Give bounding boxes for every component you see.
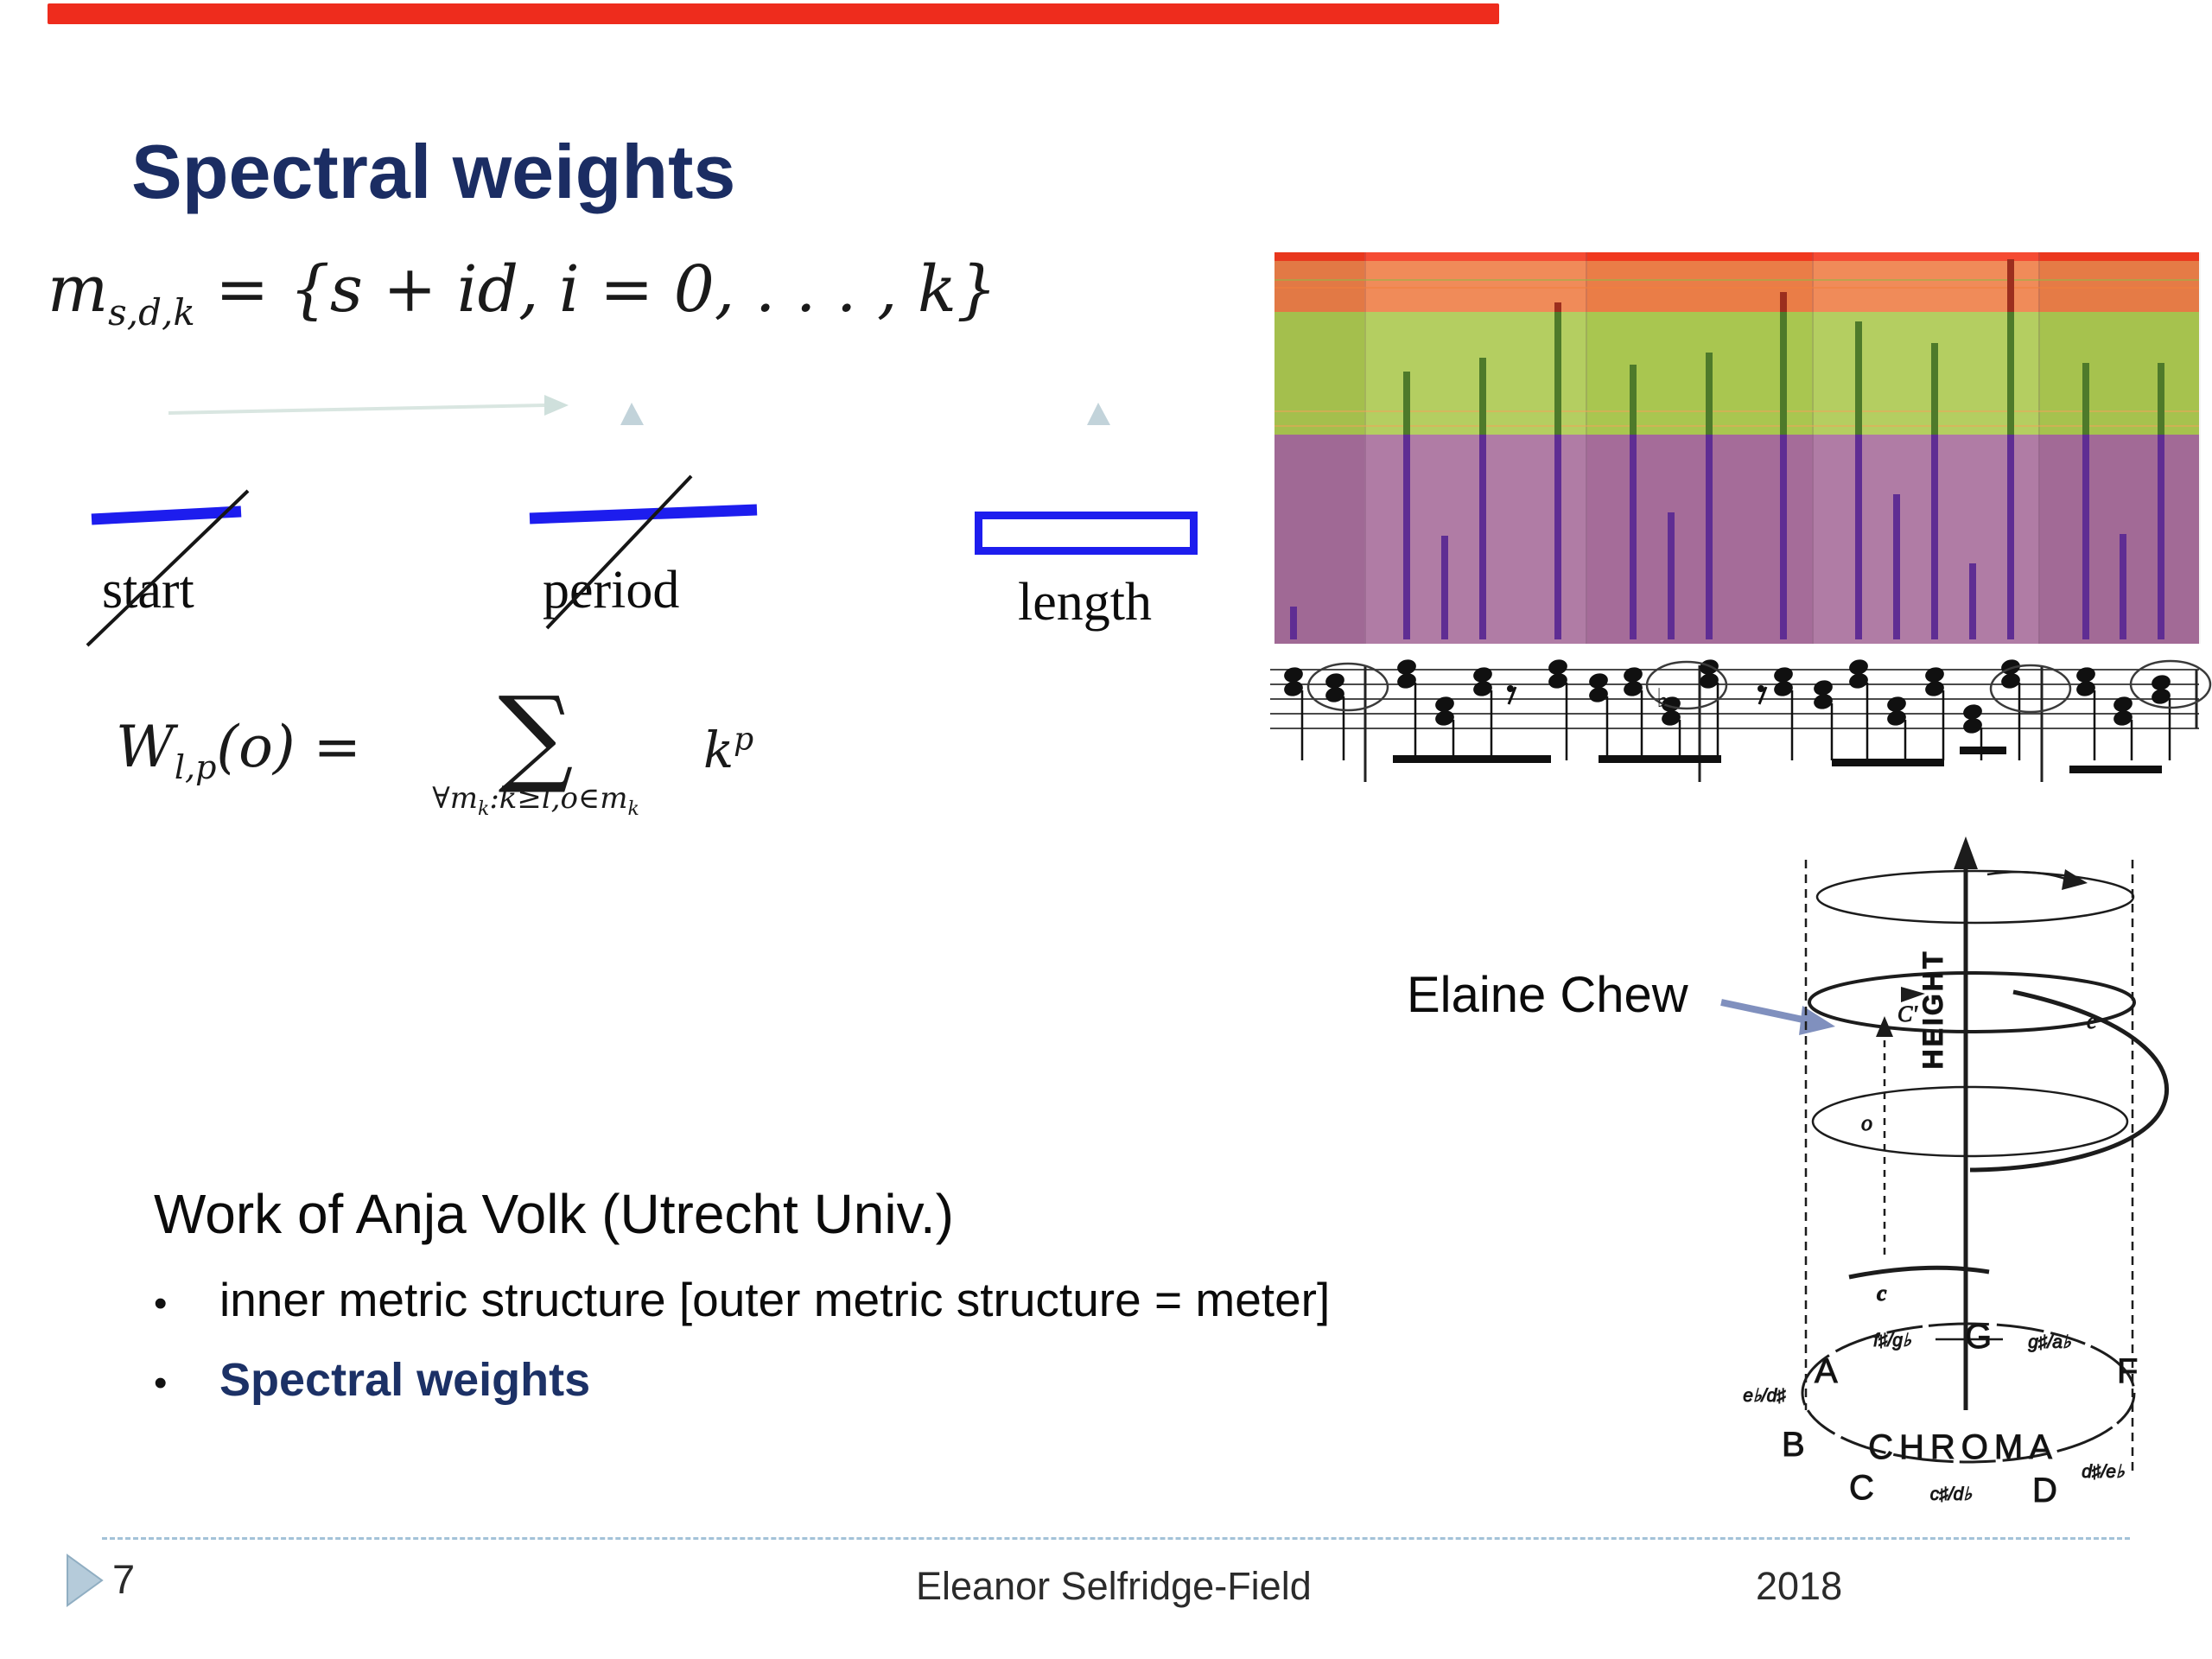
body-heading: Work of Anja Volk (Utrecht Univ.) bbox=[154, 1183, 954, 1245]
helix-bold-curve bbox=[1969, 989, 2170, 1173]
weight-formula-rhs: kp bbox=[703, 721, 753, 779]
metric-set-formula: ms,d,k = {s + id, i = 0, . . . , k} bbox=[48, 252, 997, 334]
pitch-c-label: c bbox=[1877, 1281, 1887, 1306]
note-g-label: G bbox=[1965, 1318, 1992, 1356]
weight-formula-lhs: Wl,p(o) = bbox=[116, 714, 361, 786]
formula-superscript: p bbox=[734, 721, 754, 758]
start-label: start bbox=[102, 561, 194, 620]
music-score: ♭ bbox=[1270, 659, 2212, 782]
band-orange bbox=[1274, 261, 2199, 312]
svg-text:♭: ♭ bbox=[1656, 684, 1669, 713]
metric-weights-figure bbox=[1274, 252, 2201, 644]
accidental-top-right: g♯/a♭ bbox=[2028, 1332, 2071, 1352]
note-a-label: A bbox=[1815, 1352, 1838, 1390]
formula-subscript: l,p bbox=[174, 748, 217, 787]
bullet-text-spectral-weights: Spectral weights bbox=[219, 1354, 591, 1406]
axis-arrowhead-icon bbox=[1954, 836, 1978, 869]
body-text-block: Work of Anja Volk (Utrecht Univ.) • inne… bbox=[154, 1182, 1330, 1407]
page-number: 7 bbox=[112, 1556, 136, 1602]
figure-gridline bbox=[1274, 287, 2199, 289]
helix-top-ellipse bbox=[1815, 869, 2135, 925]
accidental-bottom-mid: c♯/d♭ bbox=[1930, 1484, 1973, 1504]
pale-arrow-icon bbox=[168, 395, 569, 416]
figure-gridline bbox=[1274, 410, 2199, 412]
figure-column bbox=[1274, 252, 1364, 644]
chroma-label: CHROMA bbox=[1868, 1428, 2058, 1466]
sum-under-2: :k≥l,o∈m bbox=[489, 781, 628, 816]
footer-triangle-icon bbox=[67, 1554, 104, 1607]
interval-o-label: o bbox=[1861, 1110, 1872, 1135]
chew-attribution: Elaine Chew bbox=[1407, 967, 1688, 1023]
sum-under-1: ∀m bbox=[432, 781, 478, 816]
note-f-label: F bbox=[2117, 1352, 2138, 1390]
bullet-item: • Spectral weights bbox=[154, 1353, 1330, 1407]
note-b-label: B bbox=[1782, 1426, 1805, 1464]
sum-symbol: ∑ bbox=[498, 674, 574, 797]
formula-var: m bbox=[48, 252, 109, 327]
length-rectangle bbox=[975, 512, 1198, 555]
period-label: period bbox=[543, 561, 680, 620]
footer-author: Eleanor Selfridge-Field bbox=[916, 1564, 1312, 1608]
helix-bottom-arc bbox=[1848, 1265, 1990, 1280]
up-triangle-icon bbox=[620, 403, 644, 425]
helix-lower-ellipse bbox=[1811, 1085, 2129, 1158]
length-label: length bbox=[1018, 573, 1152, 632]
formula-subscript: s,d,k bbox=[108, 290, 195, 334]
bullet-icon: • bbox=[154, 1282, 168, 1325]
bullet-text: inner metric structure [outer metric str… bbox=[219, 1273, 1331, 1326]
accidental-bottom-right: d♯/e♭ bbox=[2082, 1462, 2125, 1482]
footer-year: 2018 bbox=[1756, 1564, 1843, 1608]
spiral-array-diagram: HEIGHT CHROMA C' o c e A B C D G F f♯/g♭… bbox=[1743, 836, 2170, 1510]
formula-var: W bbox=[116, 714, 175, 780]
sum-under-1-sub: k bbox=[477, 798, 490, 820]
helix-tail bbox=[1986, 870, 2073, 883]
bullet-item: • inner metric structure [outer metric s… bbox=[154, 1272, 1330, 1327]
accidental-top-left: f♯/g♭ bbox=[1873, 1331, 1911, 1351]
top-progress-bar bbox=[48, 3, 1499, 24]
weight-formula-sum: ∑ ∀mk:k≥l,o∈mk bbox=[372, 683, 700, 820]
sum-under-script: ∀mk:k≥l,o∈mk bbox=[372, 781, 700, 820]
pitch-c-prime-label: C' bbox=[1897, 1001, 1917, 1027]
band-red-strip bbox=[1274, 252, 2199, 261]
accidental-far-left: e♭/d♯ bbox=[1743, 1386, 1786, 1406]
pitch-e-label: e bbox=[2087, 1008, 2097, 1033]
figure-column bbox=[1812, 252, 2040, 644]
formula-body: = {s + id, i = 0, . . . , k} bbox=[194, 252, 997, 327]
pitch-arrowhead-icon bbox=[1876, 1016, 1893, 1037]
note-c-label: C bbox=[1849, 1469, 1874, 1507]
sum-under-2-sub: k bbox=[627, 798, 639, 820]
helix-arrowhead-icon bbox=[2062, 869, 2088, 890]
note-d-label: D bbox=[2032, 1471, 2057, 1510]
figure-column bbox=[1586, 252, 1814, 644]
chroma-circle bbox=[1801, 1322, 2136, 1464]
figure-column bbox=[1364, 252, 1587, 644]
figure-column bbox=[2038, 252, 2201, 644]
footer-divider bbox=[102, 1537, 2130, 1540]
bullet-icon: • bbox=[154, 1362, 168, 1404]
page-title: Spectral weights bbox=[131, 129, 736, 214]
figure-gridline bbox=[1274, 425, 2199, 427]
band-purple bbox=[1274, 435, 2199, 644]
figure-gridline bbox=[1274, 279, 2199, 281]
height-axis-label: HEIGHT bbox=[1917, 950, 1948, 1070]
helix-direction-arrowhead-icon bbox=[1901, 987, 1925, 1002]
up-triangle-icon bbox=[1087, 403, 1110, 425]
helix-mid-ellipse bbox=[1808, 971, 2136, 1033]
formula-var: k bbox=[703, 721, 734, 779]
chew-pointer-arrow-icon bbox=[1720, 999, 1835, 1035]
band-green bbox=[1274, 312, 2199, 435]
formula-body: (o) = bbox=[216, 714, 361, 780]
